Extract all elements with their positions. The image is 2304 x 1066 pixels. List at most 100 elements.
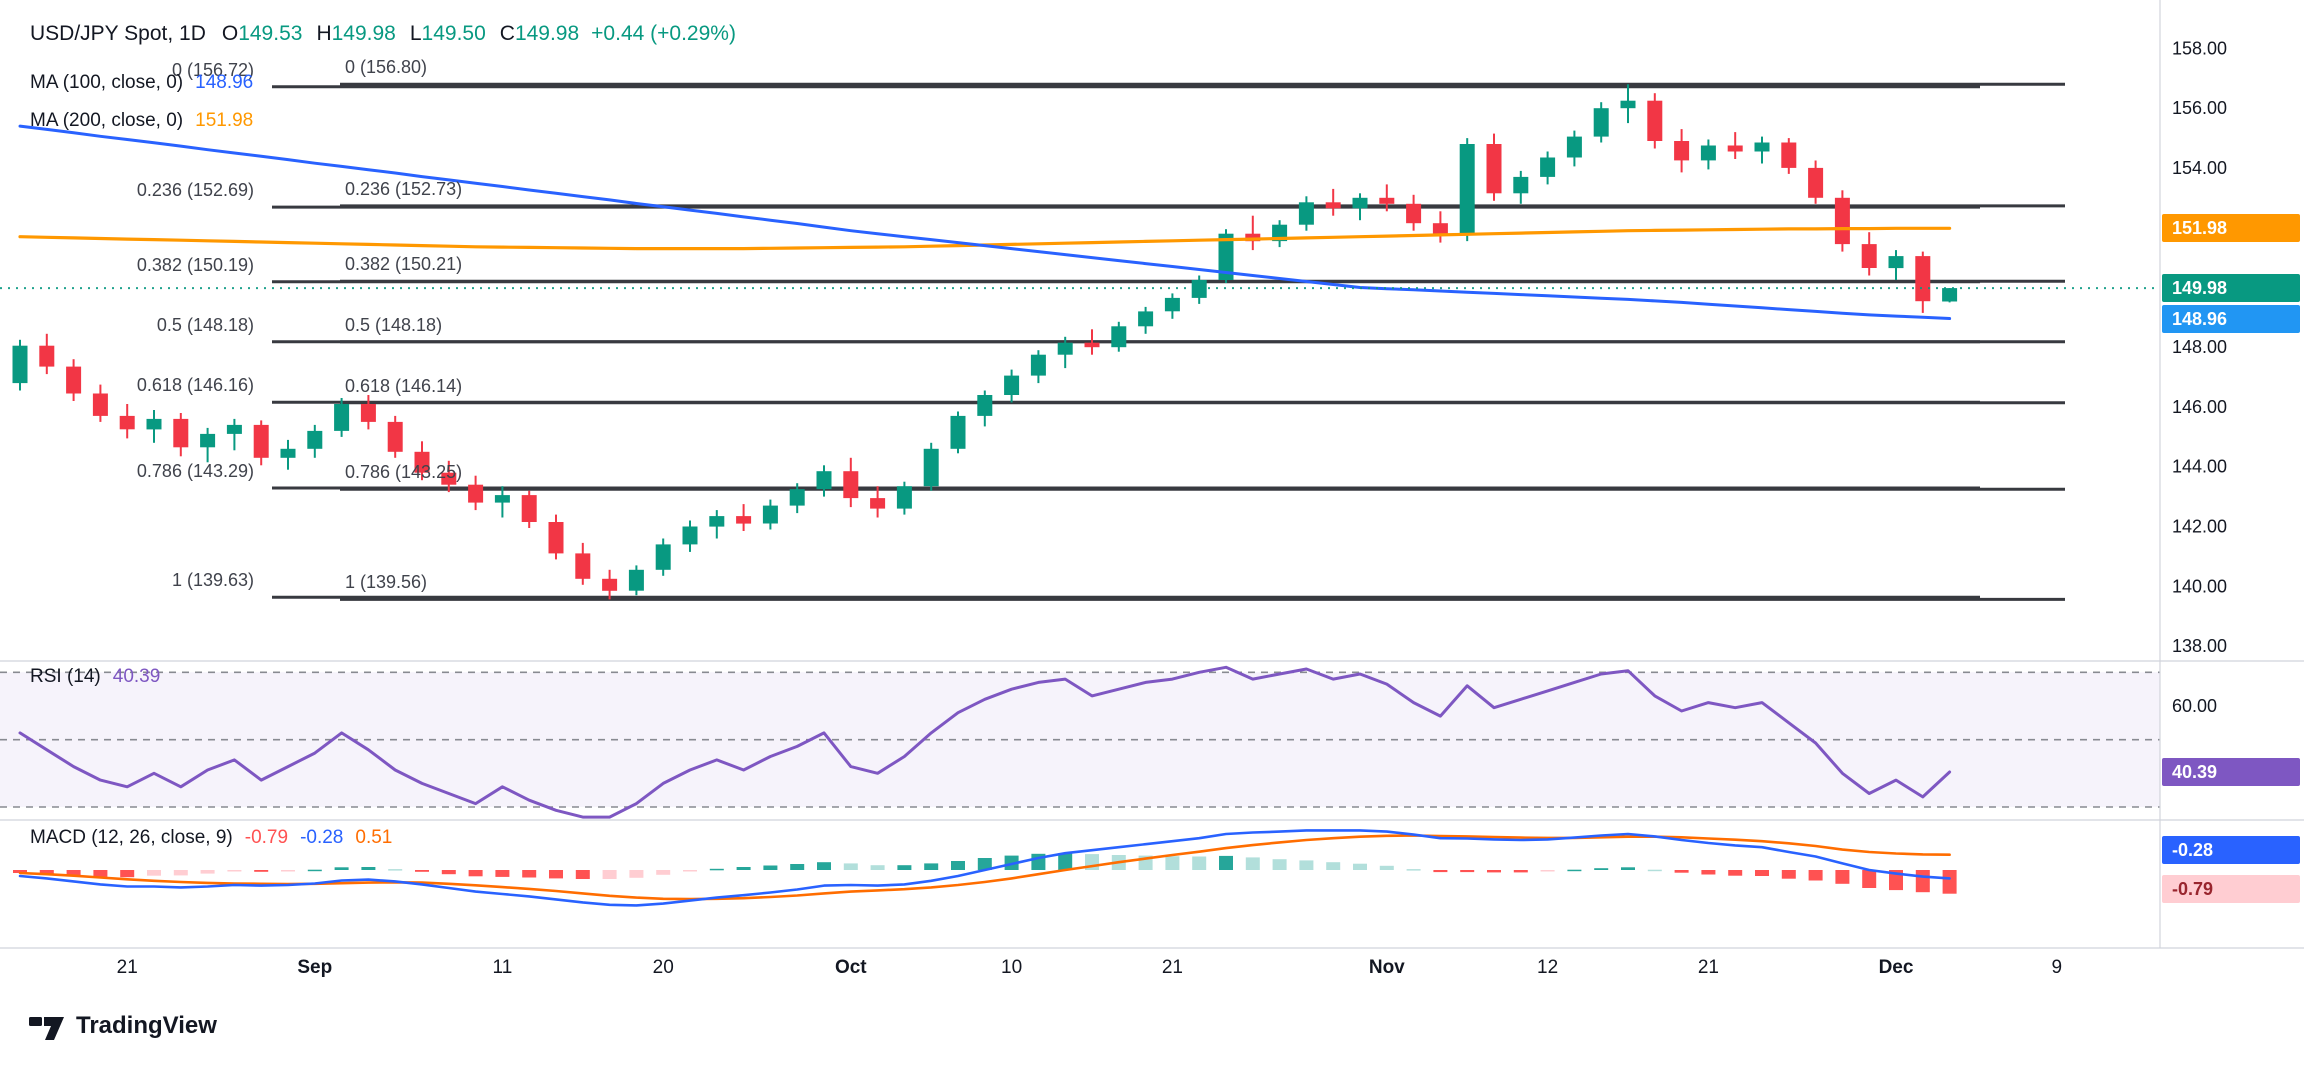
candle-body — [736, 516, 752, 524]
candle-body — [709, 516, 725, 527]
price-axis-label: 146.00 — [2172, 397, 2227, 417]
price-axis[interactable] — [2160, 0, 2304, 948]
candle-body — [1834, 197, 1850, 245]
macd-histogram-bar — [629, 870, 644, 878]
candle-body — [1620, 100, 1636, 109]
time-axis-label: Dec — [1879, 957, 1914, 978]
ma100-line — [18, 124, 1952, 320]
macd-legend[interactable]: MACD (12, 26, close, 9) -0.79 -0.28 0.51 — [30, 827, 404, 849]
candle-body — [387, 421, 403, 452]
candle-body — [92, 393, 108, 416]
macd-histogram-bar — [1942, 870, 1957, 894]
candle-body — [1566, 136, 1582, 158]
candle-body — [441, 472, 457, 485]
candle-body — [682, 526, 698, 545]
candle-body — [200, 433, 216, 448]
macd-line-value: -0.28 — [300, 827, 344, 848]
time-axis[interactable] — [0, 948, 2304, 992]
ma200-value: 151.98 — [195, 110, 254, 131]
macd-histogram-bar — [1621, 867, 1635, 870]
macd-histogram-bar — [388, 869, 403, 871]
candle-body — [12, 345, 28, 384]
rsi-axis-label: 60.00 — [2172, 696, 2217, 716]
macd-histogram-bar — [441, 870, 456, 875]
macd-histogram-bar — [790, 864, 805, 870]
candle-body — [1647, 100, 1663, 141]
macd-histogram-bar — [602, 870, 617, 879]
ma200-legend[interactable]: MA (200, close, 0) 151.98 — [30, 110, 265, 132]
candle-body — [414, 451, 430, 473]
time-axis-label: 21 — [1162, 957, 1183, 978]
macd-histogram-bar — [1808, 870, 1823, 881]
candle-body — [1459, 144, 1475, 236]
time-axis-label: 20 — [653, 957, 674, 978]
macd-histogram-bar — [951, 861, 965, 870]
open-label: O — [221, 22, 239, 45]
ma100-legend[interactable]: MA (100, close, 0) 148.96 — [30, 72, 265, 94]
ma100-label: MA (100, close, 0) — [30, 72, 184, 93]
macd-histogram-bar — [334, 867, 349, 870]
macd-histogram-bar — [1058, 853, 1073, 870]
macd-histogram-bar — [1460, 870, 1475, 873]
time-axis-label: 9 — [2052, 957, 2063, 978]
tradingview-logo[interactable]: TradingView — [28, 1010, 217, 1042]
candle-body — [762, 505, 778, 524]
macd-histogram-bar — [200, 870, 215, 874]
candle-body — [1674, 141, 1690, 161]
rsi-value: 40.39 — [112, 666, 161, 687]
change-value: +0.44 (+0.29%) — [591, 22, 736, 45]
macd-histogram-bar — [66, 870, 81, 876]
macd-histogram-bar — [254, 870, 269, 872]
macd-histogram-bar — [736, 867, 751, 870]
macd-histogram-bar — [1299, 860, 1314, 870]
macd-histogram-bar — [1513, 870, 1528, 873]
candle-body — [923, 448, 939, 487]
macd-histogram-bar — [227, 870, 242, 872]
candle-body — [66, 366, 82, 394]
macd-signal-line — [18, 834, 1951, 901]
macd-histogram-bar — [575, 870, 590, 879]
candle-body — [870, 498, 886, 509]
macd-histogram-bar — [1674, 870, 1689, 873]
macd-histogram-bar — [1379, 865, 1394, 870]
macd-histogram-bar — [843, 863, 858, 870]
candle-body — [1486, 144, 1502, 194]
macd-label: MACD (12, 26, close, 9) — [30, 827, 233, 848]
macd-histogram-bar — [361, 867, 376, 870]
price-axis-label: 138.00 — [2172, 636, 2227, 656]
candle-body — [1942, 288, 1958, 302]
time-axis-label: 21 — [117, 957, 138, 978]
macd-histogram-bar — [120, 870, 135, 878]
macd-histogram-bar — [1353, 863, 1367, 870]
macd-histogram-bar — [1594, 868, 1609, 870]
rsi-legend[interactable]: RSI (14) 40.39 — [30, 666, 172, 688]
time-axis-label: Nov — [1369, 957, 1405, 978]
macd-histogram-bar — [1245, 857, 1260, 870]
open-value: 149.53 — [238, 22, 303, 45]
candle-body — [628, 569, 644, 591]
macd-histogram-bar — [897, 865, 912, 870]
macd-histogram-bar — [683, 870, 697, 872]
price-axis-label: 140.00 — [2172, 576, 2227, 596]
candle-body — [360, 404, 376, 422]
candle-body — [1781, 142, 1797, 168]
macd-histogram-bar — [817, 862, 831, 870]
candle-body — [494, 495, 510, 503]
macd-histogram-bar — [763, 865, 778, 870]
candle-body — [1700, 145, 1716, 161]
candle-body — [226, 424, 242, 434]
candle-body — [1888, 256, 1904, 269]
candle-body — [655, 544, 671, 570]
symbol-legend[interactable]: USD/JPY Spot, 1D O 149.53 H 149.98 L 149… — [30, 22, 748, 46]
macd-histogram-bar — [1915, 870, 1930, 893]
candle-body — [1030, 354, 1046, 376]
candle-body — [950, 415, 966, 449]
macd-histogram-bar — [977, 858, 992, 870]
price-axis-label: 156.00 — [2172, 98, 2227, 118]
candle-body — [977, 395, 993, 416]
candle-body — [1915, 256, 1931, 302]
rsi-line — [18, 665, 1952, 819]
candle-body — [843, 471, 859, 499]
high-label: H — [316, 22, 332, 45]
